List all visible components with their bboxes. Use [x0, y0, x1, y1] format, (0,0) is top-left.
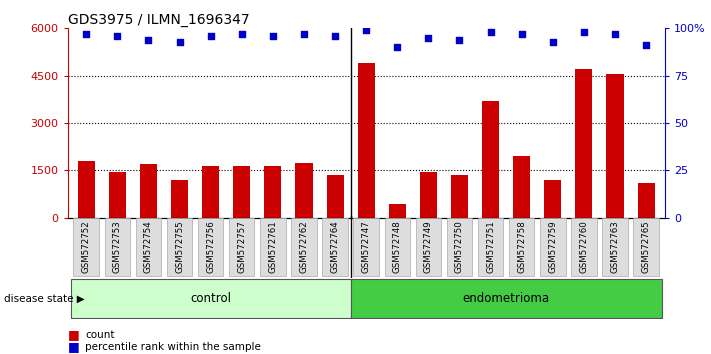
Text: GSM572764: GSM572764 — [331, 221, 340, 273]
Text: GSM572759: GSM572759 — [548, 221, 557, 273]
Text: GSM572748: GSM572748 — [392, 221, 402, 273]
Point — [267, 33, 279, 39]
Bar — [77, 161, 95, 218]
Text: GSM572765: GSM572765 — [641, 221, 651, 273]
FancyBboxPatch shape — [292, 218, 316, 276]
Text: ■: ■ — [68, 328, 80, 341]
Text: GSM572763: GSM572763 — [611, 221, 619, 273]
Point — [392, 45, 403, 50]
Bar — [638, 183, 655, 218]
Point — [609, 31, 621, 37]
Text: GSM572760: GSM572760 — [579, 221, 589, 273]
FancyBboxPatch shape — [416, 218, 441, 276]
FancyBboxPatch shape — [634, 218, 659, 276]
Bar — [389, 204, 406, 218]
Bar — [233, 166, 250, 218]
Bar — [482, 101, 499, 218]
FancyBboxPatch shape — [351, 279, 662, 318]
Point — [174, 39, 186, 44]
FancyBboxPatch shape — [260, 218, 286, 276]
Text: GSM572762: GSM572762 — [299, 221, 309, 273]
Bar — [140, 164, 157, 218]
FancyBboxPatch shape — [509, 218, 535, 276]
Text: GDS3975 / ILMN_1696347: GDS3975 / ILMN_1696347 — [68, 13, 249, 27]
Text: GSM572750: GSM572750 — [455, 221, 464, 273]
Point — [112, 33, 123, 39]
Bar — [606, 74, 624, 218]
FancyBboxPatch shape — [229, 218, 255, 276]
Bar — [358, 63, 375, 218]
Text: control: control — [190, 292, 231, 305]
Text: GSM572751: GSM572751 — [486, 221, 495, 273]
Point — [547, 39, 559, 44]
Text: disease state ▶: disease state ▶ — [4, 294, 85, 304]
FancyBboxPatch shape — [353, 218, 379, 276]
FancyBboxPatch shape — [70, 279, 351, 318]
Bar — [544, 180, 562, 218]
FancyBboxPatch shape — [447, 218, 472, 276]
Text: ■: ■ — [68, 341, 80, 353]
Bar — [109, 172, 126, 218]
FancyBboxPatch shape — [105, 218, 130, 276]
FancyBboxPatch shape — [602, 218, 628, 276]
Text: GSM572756: GSM572756 — [206, 221, 215, 273]
Point — [516, 31, 528, 37]
Bar — [202, 166, 219, 218]
Point — [454, 37, 465, 42]
Bar — [326, 175, 343, 218]
Point — [205, 33, 216, 39]
FancyBboxPatch shape — [571, 218, 597, 276]
FancyBboxPatch shape — [322, 218, 348, 276]
Text: percentile rank within the sample: percentile rank within the sample — [85, 342, 261, 352]
FancyBboxPatch shape — [136, 218, 161, 276]
Bar — [171, 180, 188, 218]
Point — [641, 42, 652, 48]
Point — [578, 29, 589, 35]
FancyBboxPatch shape — [540, 218, 565, 276]
FancyBboxPatch shape — [73, 218, 99, 276]
Point — [329, 33, 341, 39]
Bar — [264, 166, 282, 218]
Bar — [451, 175, 468, 218]
Text: GSM572747: GSM572747 — [362, 221, 370, 273]
Point — [236, 31, 247, 37]
Point — [80, 31, 92, 37]
FancyBboxPatch shape — [167, 218, 192, 276]
Text: GSM572761: GSM572761 — [268, 221, 277, 273]
Point — [422, 35, 434, 41]
Bar — [513, 156, 530, 218]
Point — [143, 37, 154, 42]
Text: GSM572753: GSM572753 — [113, 221, 122, 273]
Bar — [575, 69, 592, 218]
FancyBboxPatch shape — [478, 218, 503, 276]
Text: endometrioma: endometrioma — [463, 292, 550, 305]
Point — [360, 27, 372, 33]
Text: GSM572755: GSM572755 — [175, 221, 184, 273]
Bar — [419, 172, 437, 218]
Text: GSM572757: GSM572757 — [237, 221, 246, 273]
Text: count: count — [85, 330, 114, 339]
Text: GSM572758: GSM572758 — [517, 221, 526, 273]
Text: GSM572752: GSM572752 — [82, 221, 91, 273]
Text: GSM572754: GSM572754 — [144, 221, 153, 273]
Point — [485, 29, 496, 35]
Bar — [295, 164, 313, 218]
FancyBboxPatch shape — [385, 218, 410, 276]
Text: GSM572749: GSM572749 — [424, 221, 433, 273]
Point — [299, 31, 310, 37]
FancyBboxPatch shape — [198, 218, 223, 276]
